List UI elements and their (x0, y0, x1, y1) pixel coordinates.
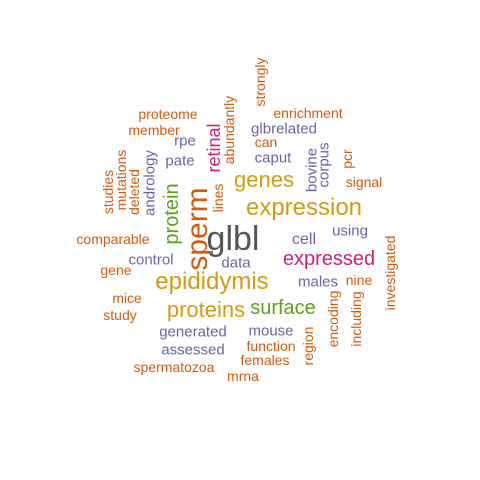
word-can: can (254, 134, 278, 150)
word-study: study (103, 307, 137, 323)
word-data: data (221, 254, 251, 272)
word-surface: surface (250, 297, 316, 319)
word-signal: signal (345, 174, 383, 190)
word-enrichment: enrichment (273, 105, 343, 121)
word-including: including (348, 291, 364, 347)
word-rpe: rpe (174, 132, 196, 150)
word-nine: nine (345, 272, 373, 288)
word-andrology: andrology (141, 150, 159, 216)
word-proteome: proteome (138, 106, 198, 122)
word-pate: pate (165, 152, 195, 170)
word-females: females (240, 352, 290, 368)
word-males: males (297, 273, 339, 291)
word-control: control (128, 251, 174, 269)
word-proteins: proteins (166, 297, 246, 322)
word-cell: cell (291, 231, 317, 248)
word-glbrelated: glbrelated (251, 120, 317, 138)
word-function: function (246, 338, 296, 354)
word-encoding: encoding (325, 290, 341, 348)
word-genes: genes (234, 167, 294, 192)
word-mouse: mouse (248, 322, 294, 340)
word-expression: expression (245, 194, 363, 221)
word-corpus: corpus (315, 142, 333, 188)
word-caput: caput (254, 149, 292, 167)
word-pcr: pcr (339, 149, 355, 169)
word-abundantly: abundantly (221, 95, 237, 165)
word-lines: lines (210, 183, 226, 213)
word-comparable: comparable (76, 231, 150, 247)
word-sperm: sperm (181, 187, 214, 271)
word-generated: generated (159, 323, 227, 341)
word-using: using (332, 222, 368, 240)
word-mice: mice (112, 290, 142, 306)
word-gene: gene (100, 262, 132, 278)
word-investigated: investigated (382, 235, 398, 311)
word-assessed: assessed (161, 341, 225, 359)
word-epididymis: epididymis (155, 268, 269, 295)
word-expressed: expressed (282, 248, 376, 270)
word-protein: protein (161, 183, 183, 245)
word-member: member (128, 122, 180, 138)
word-strongly: strongly (252, 57, 268, 107)
word-glbl: glbl (206, 220, 260, 258)
word-mrna: mrna (227, 368, 259, 384)
word-region: region (300, 326, 316, 366)
word-deleted: deleted (126, 169, 142, 215)
word-spermatozoa: spermatozoa (133, 359, 215, 375)
